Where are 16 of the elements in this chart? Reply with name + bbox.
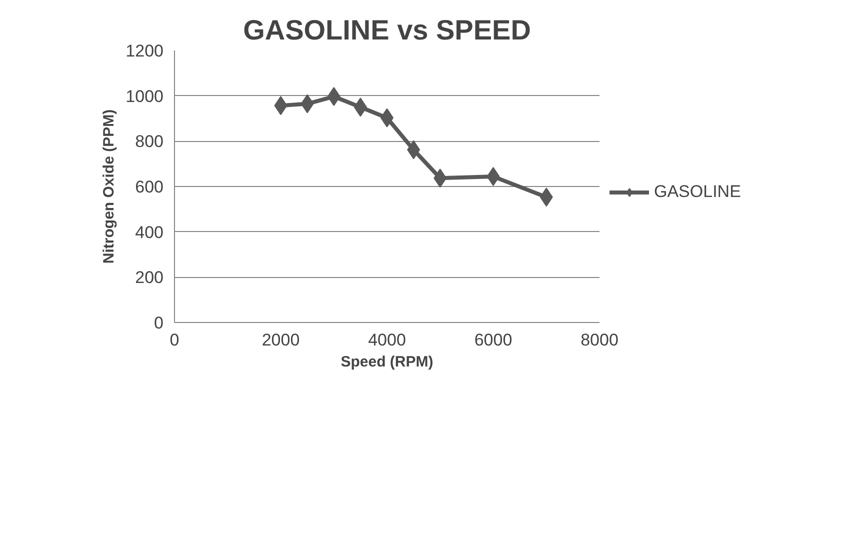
- chart-title: GASOLINE vs SPEED: [243, 14, 531, 46]
- x-tick-label: 8000: [580, 330, 618, 350]
- y-tick-label: 1200: [126, 42, 164, 60]
- y-tick-label: 0: [154, 314, 164, 332]
- y-tick-label: 400: [135, 222, 164, 242]
- x-axis-title: Speed (RPM): [340, 354, 434, 370]
- y-tick-label: 200: [135, 268, 164, 288]
- x-tick-label: 2000: [262, 330, 300, 350]
- y-tick-label: 800: [135, 132, 164, 152]
- x-tick-label: 6000: [474, 330, 512, 350]
- y-tick-label: 600: [135, 178, 164, 196]
- y-axis-title: Nitrogen Oxide (PPM): [100, 109, 118, 264]
- x-tick-label: 4000: [368, 330, 406, 350]
- x-tick-label: 0: [170, 330, 180, 350]
- legend-label: GASOLINE: [654, 182, 741, 202]
- y-tick-label: 1000: [126, 86, 164, 106]
